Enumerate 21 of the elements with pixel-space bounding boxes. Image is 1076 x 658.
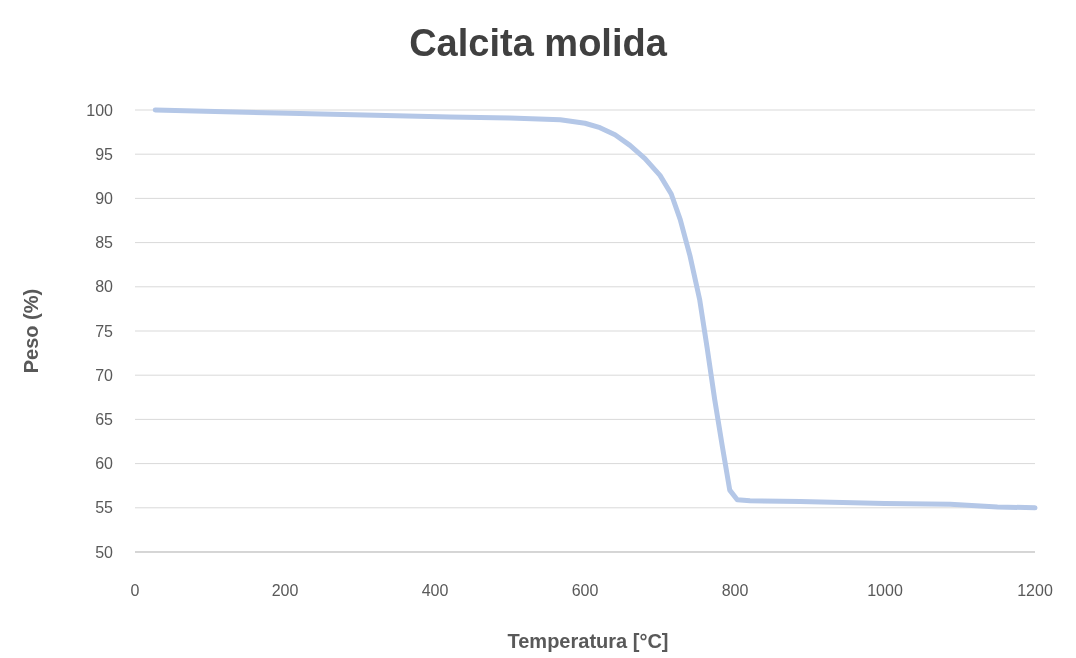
y-tick-label: 60 — [95, 455, 114, 473]
x-axis-title: Temperatura [°C] — [507, 630, 669, 652]
y-tick-label: 100 — [86, 101, 114, 119]
y-tick-label: 90 — [95, 190, 114, 207]
y-tick-label: 50 — [95, 543, 114, 561]
x-tick-label: 800 — [721, 582, 749, 599]
chart-title: Calcita molida — [409, 22, 668, 64]
y-tick-label: 95 — [95, 145, 114, 163]
y-tick-label: 70 — [95, 366, 114, 384]
x-tick-label: 600 — [571, 582, 599, 599]
x-tick-label: 400 — [421, 582, 449, 599]
x-tick-label: 1200 — [1017, 582, 1053, 599]
y-tick-label: 85 — [95, 234, 114, 252]
x-tick-label: 1000 — [867, 582, 903, 599]
y-tick-label: 55 — [95, 499, 114, 517]
y-tick-label: 65 — [95, 411, 114, 428]
y-tick-label: 80 — [95, 278, 114, 296]
x-tick-label: 0 — [130, 582, 140, 599]
y-tick-label: 75 — [95, 322, 114, 340]
y-axis-title: Peso (%) — [20, 288, 42, 374]
x-tick-label: 200 — [271, 582, 299, 599]
